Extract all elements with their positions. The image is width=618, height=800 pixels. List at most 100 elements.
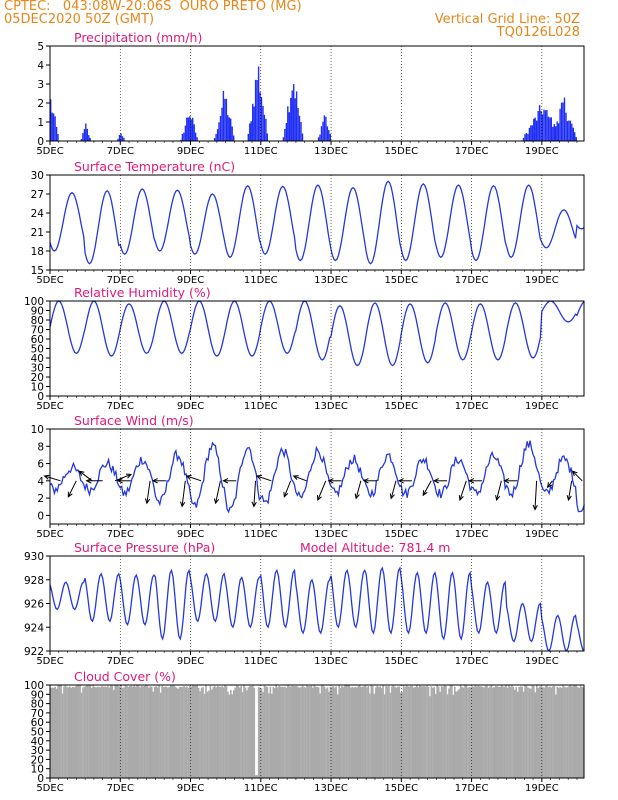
cloud-bar bbox=[458, 688, 460, 778]
cloud-bar bbox=[303, 686, 305, 778]
x-tick-label: 5DEC bbox=[36, 401, 63, 412]
cloud-bar bbox=[540, 685, 542, 778]
cloud-bar bbox=[104, 686, 106, 778]
cloud-bar bbox=[499, 686, 501, 778]
cloud-bar bbox=[123, 687, 125, 778]
precip-bar bbox=[194, 132, 197, 141]
cloud-bar bbox=[83, 686, 86, 778]
y-tick-label: 922 bbox=[24, 646, 44, 658]
cloud-bar bbox=[462, 687, 465, 778]
y-tick-label: 4 bbox=[37, 476, 44, 488]
cloud-bar bbox=[336, 694, 339, 778]
cloud-bar bbox=[325, 688, 327, 778]
cloud-bar bbox=[418, 685, 421, 778]
cloud-bar bbox=[187, 687, 190, 778]
precip-bar bbox=[534, 117, 536, 141]
precip-bar bbox=[215, 134, 217, 141]
precip-title: Precipitation (mm/h) bbox=[74, 30, 202, 45]
precip-bar bbox=[282, 137, 285, 141]
cloud-bar bbox=[577, 687, 579, 778]
cloud-bar bbox=[181, 687, 184, 778]
cloud-bar bbox=[178, 687, 181, 778]
rh-title: Relative Humidity (%) bbox=[74, 285, 211, 300]
x-tick-label: 17DEC bbox=[455, 529, 489, 540]
y-tick-label: 80 bbox=[31, 699, 44, 711]
cloud-bar bbox=[512, 686, 515, 778]
x-tick-label: 7DEC bbox=[107, 146, 134, 157]
x-tick-label: 17DEC bbox=[455, 275, 489, 286]
wind-vector bbox=[44, 475, 61, 482]
cloud-bar bbox=[234, 687, 236, 778]
cloud-bar bbox=[341, 686, 343, 778]
precip-bar bbox=[233, 135, 235, 141]
cloud-bar bbox=[367, 686, 370, 778]
cloud-bar bbox=[124, 685, 127, 778]
cloud-bar bbox=[530, 688, 532, 778]
precip-bar bbox=[249, 123, 251, 141]
cloud-bar bbox=[235, 685, 238, 778]
precip-bar bbox=[218, 122, 220, 141]
wind-arrowhead bbox=[67, 491, 73, 498]
wind-arrowhead bbox=[180, 501, 186, 508]
cloud-bar bbox=[386, 686, 389, 778]
cloud-bar bbox=[96, 686, 99, 778]
y-tick-label: 5 bbox=[37, 41, 44, 53]
cloud-bar bbox=[423, 686, 425, 778]
precip-bar bbox=[51, 112, 53, 141]
cloud-bar bbox=[306, 685, 308, 778]
y-tick-label: 90 bbox=[31, 306, 44, 318]
precip-bar bbox=[326, 126, 329, 141]
cloud-bar bbox=[184, 687, 187, 778]
cloud-bar bbox=[389, 692, 392, 778]
x-tick-label: 13DEC bbox=[314, 146, 348, 157]
cloud-bar bbox=[459, 685, 462, 778]
cloud-bar bbox=[464, 685, 466, 778]
header-grid-line: Vertical Grid Line: 50Z bbox=[434, 12, 580, 27]
precip-bar bbox=[196, 137, 198, 141]
cloud-bar bbox=[165, 686, 168, 778]
cloud-bar bbox=[64, 685, 67, 778]
cloud-bar bbox=[111, 685, 114, 778]
cloud-bar bbox=[505, 685, 507, 778]
cloud-bar bbox=[408, 686, 411, 778]
precip-bar bbox=[221, 107, 223, 141]
cloud-bar bbox=[439, 691, 441, 778]
cloud-bar bbox=[361, 686, 364, 778]
cloud-bar bbox=[358, 685, 361, 778]
x-tick-label: 15DEC bbox=[384, 146, 418, 157]
cloud-bar bbox=[225, 686, 228, 778]
cloud-bar bbox=[376, 686, 378, 778]
cloud-bar bbox=[192, 685, 194, 778]
cloud-bar bbox=[158, 685, 160, 778]
wind-vector bbox=[317, 480, 327, 501]
wind-vector bbox=[67, 480, 77, 498]
y-tick-label: 926 bbox=[24, 599, 44, 611]
precip-bar bbox=[52, 113, 55, 141]
cloud-bar bbox=[86, 685, 89, 778]
precip-bar bbox=[224, 98, 226, 141]
cloud-bar bbox=[290, 686, 292, 778]
cloud-bar bbox=[246, 690, 248, 778]
x-tick-label: 7DEC bbox=[107, 401, 134, 412]
precip-bar bbox=[266, 133, 268, 141]
y-tick-label: 50 bbox=[31, 344, 44, 356]
cloud-bar bbox=[461, 687, 463, 778]
cloud-bar bbox=[80, 692, 83, 778]
y-tick-label: 15 bbox=[31, 265, 44, 277]
cloud-bar bbox=[357, 686, 359, 778]
cloud-bar bbox=[578, 687, 580, 778]
cloud-bar bbox=[170, 685, 172, 778]
cloud-bar bbox=[514, 689, 516, 778]
precip-bar bbox=[83, 129, 86, 141]
precip-bar bbox=[190, 119, 192, 141]
wind-vector bbox=[355, 480, 362, 499]
wind-arrowhead bbox=[283, 491, 289, 498]
cloud-bar bbox=[401, 691, 403, 778]
cloud-bar bbox=[331, 687, 333, 778]
cloud-bar bbox=[500, 685, 503, 778]
wind-vector bbox=[293, 475, 307, 482]
precip-bar bbox=[117, 138, 119, 141]
cloud-bar bbox=[420, 686, 422, 778]
wind-arrowhead bbox=[185, 474, 192, 480]
cloud-bar bbox=[174, 686, 176, 778]
